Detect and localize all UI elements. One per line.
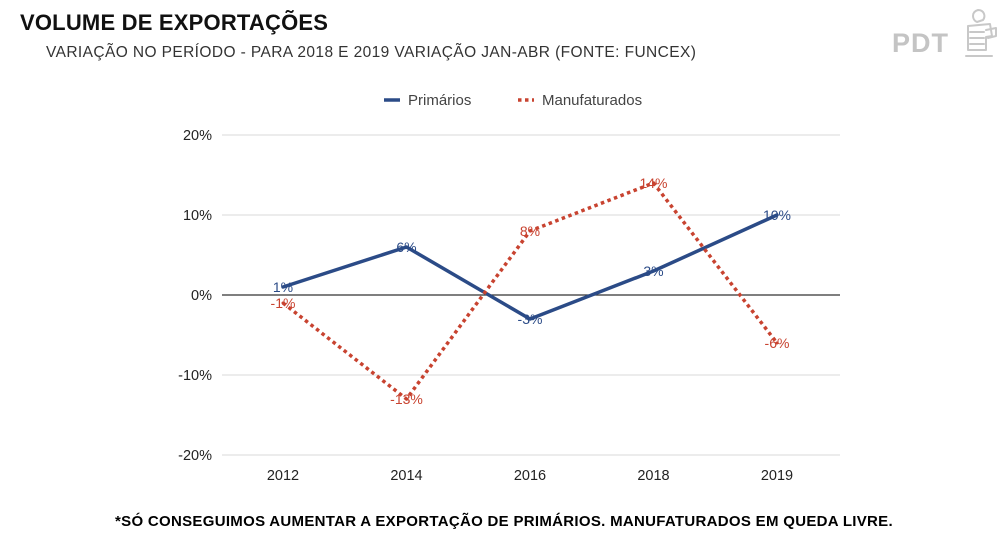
- chart-title: VOLUME DE EXPORTAÇÕES: [20, 10, 329, 35]
- y-tick-label: 0%: [191, 288, 212, 304]
- data-point: [528, 317, 532, 321]
- data-point: [405, 245, 408, 249]
- data-label: -6%: [765, 335, 790, 351]
- legend-item-manufaturados: Manufaturados: [518, 92, 642, 109]
- legend-label: Primários: [408, 92, 471, 109]
- data-point: [405, 397, 408, 401]
- y-tick-label: 20%: [183, 128, 212, 144]
- y-axis: 20% 10% 0% -10% -20%: [178, 128, 212, 464]
- data-label: -13%: [390, 391, 423, 407]
- y-tick-label: -20%: [178, 448, 212, 464]
- data-label: -3%: [518, 311, 543, 327]
- data-label: 6%: [396, 239, 416, 255]
- chart-gridlines: [222, 134, 840, 456]
- data-label: 14%: [639, 175, 667, 191]
- x-tick-label: 2019: [761, 468, 793, 484]
- x-axis: 2012 2014 2016 2018 2019: [267, 468, 793, 484]
- legend-label: Manufaturados: [542, 92, 642, 109]
- data-point: [281, 285, 285, 289]
- data-point: [775, 341, 779, 345]
- data-label: -1%: [271, 295, 296, 311]
- x-tick-label: 2016: [514, 468, 546, 484]
- data-label: 10%: [763, 207, 791, 223]
- x-tick-label: 2012: [267, 468, 299, 484]
- footer-note: *SÓ CONSEGUIMOS AUMENTAR A EXPORTAÇÃO DE…: [115, 513, 893, 530]
- data-point: [652, 181, 655, 185]
- chart-legend: Primários Manufaturados: [384, 92, 642, 109]
- pdt-logo-icon: [965, 9, 997, 57]
- data-point: [528, 229, 532, 233]
- x-tick-label: 2014: [390, 468, 422, 484]
- legend-item-primarios: Primários: [384, 92, 471, 109]
- x-tick-label: 2018: [637, 468, 669, 484]
- data-label: 8%: [520, 223, 540, 239]
- chart-subtitle: VARIAÇÃO NO PERÍODO - PARA 2018 E 2019 V…: [46, 44, 697, 61]
- data-point: [281, 301, 285, 305]
- data-point: [652, 269, 655, 273]
- y-tick-label: 10%: [183, 208, 212, 224]
- data-label: 1%: [273, 279, 293, 295]
- chart-series: [281, 181, 779, 401]
- chart-data-labels: 1% 6% -3% 3% 10% -1% -13% 8% 14% -6%: [271, 175, 791, 407]
- data-label: 3%: [643, 263, 663, 279]
- y-tick-label: -10%: [178, 368, 212, 384]
- logo-text: PDT: [892, 28, 949, 58]
- line-chart: Primários Manufaturados 20%10%0%-10%-20% …: [178, 92, 840, 484]
- data-point: [775, 213, 779, 217]
- pdt-logo: PDT: [890, 6, 1002, 64]
